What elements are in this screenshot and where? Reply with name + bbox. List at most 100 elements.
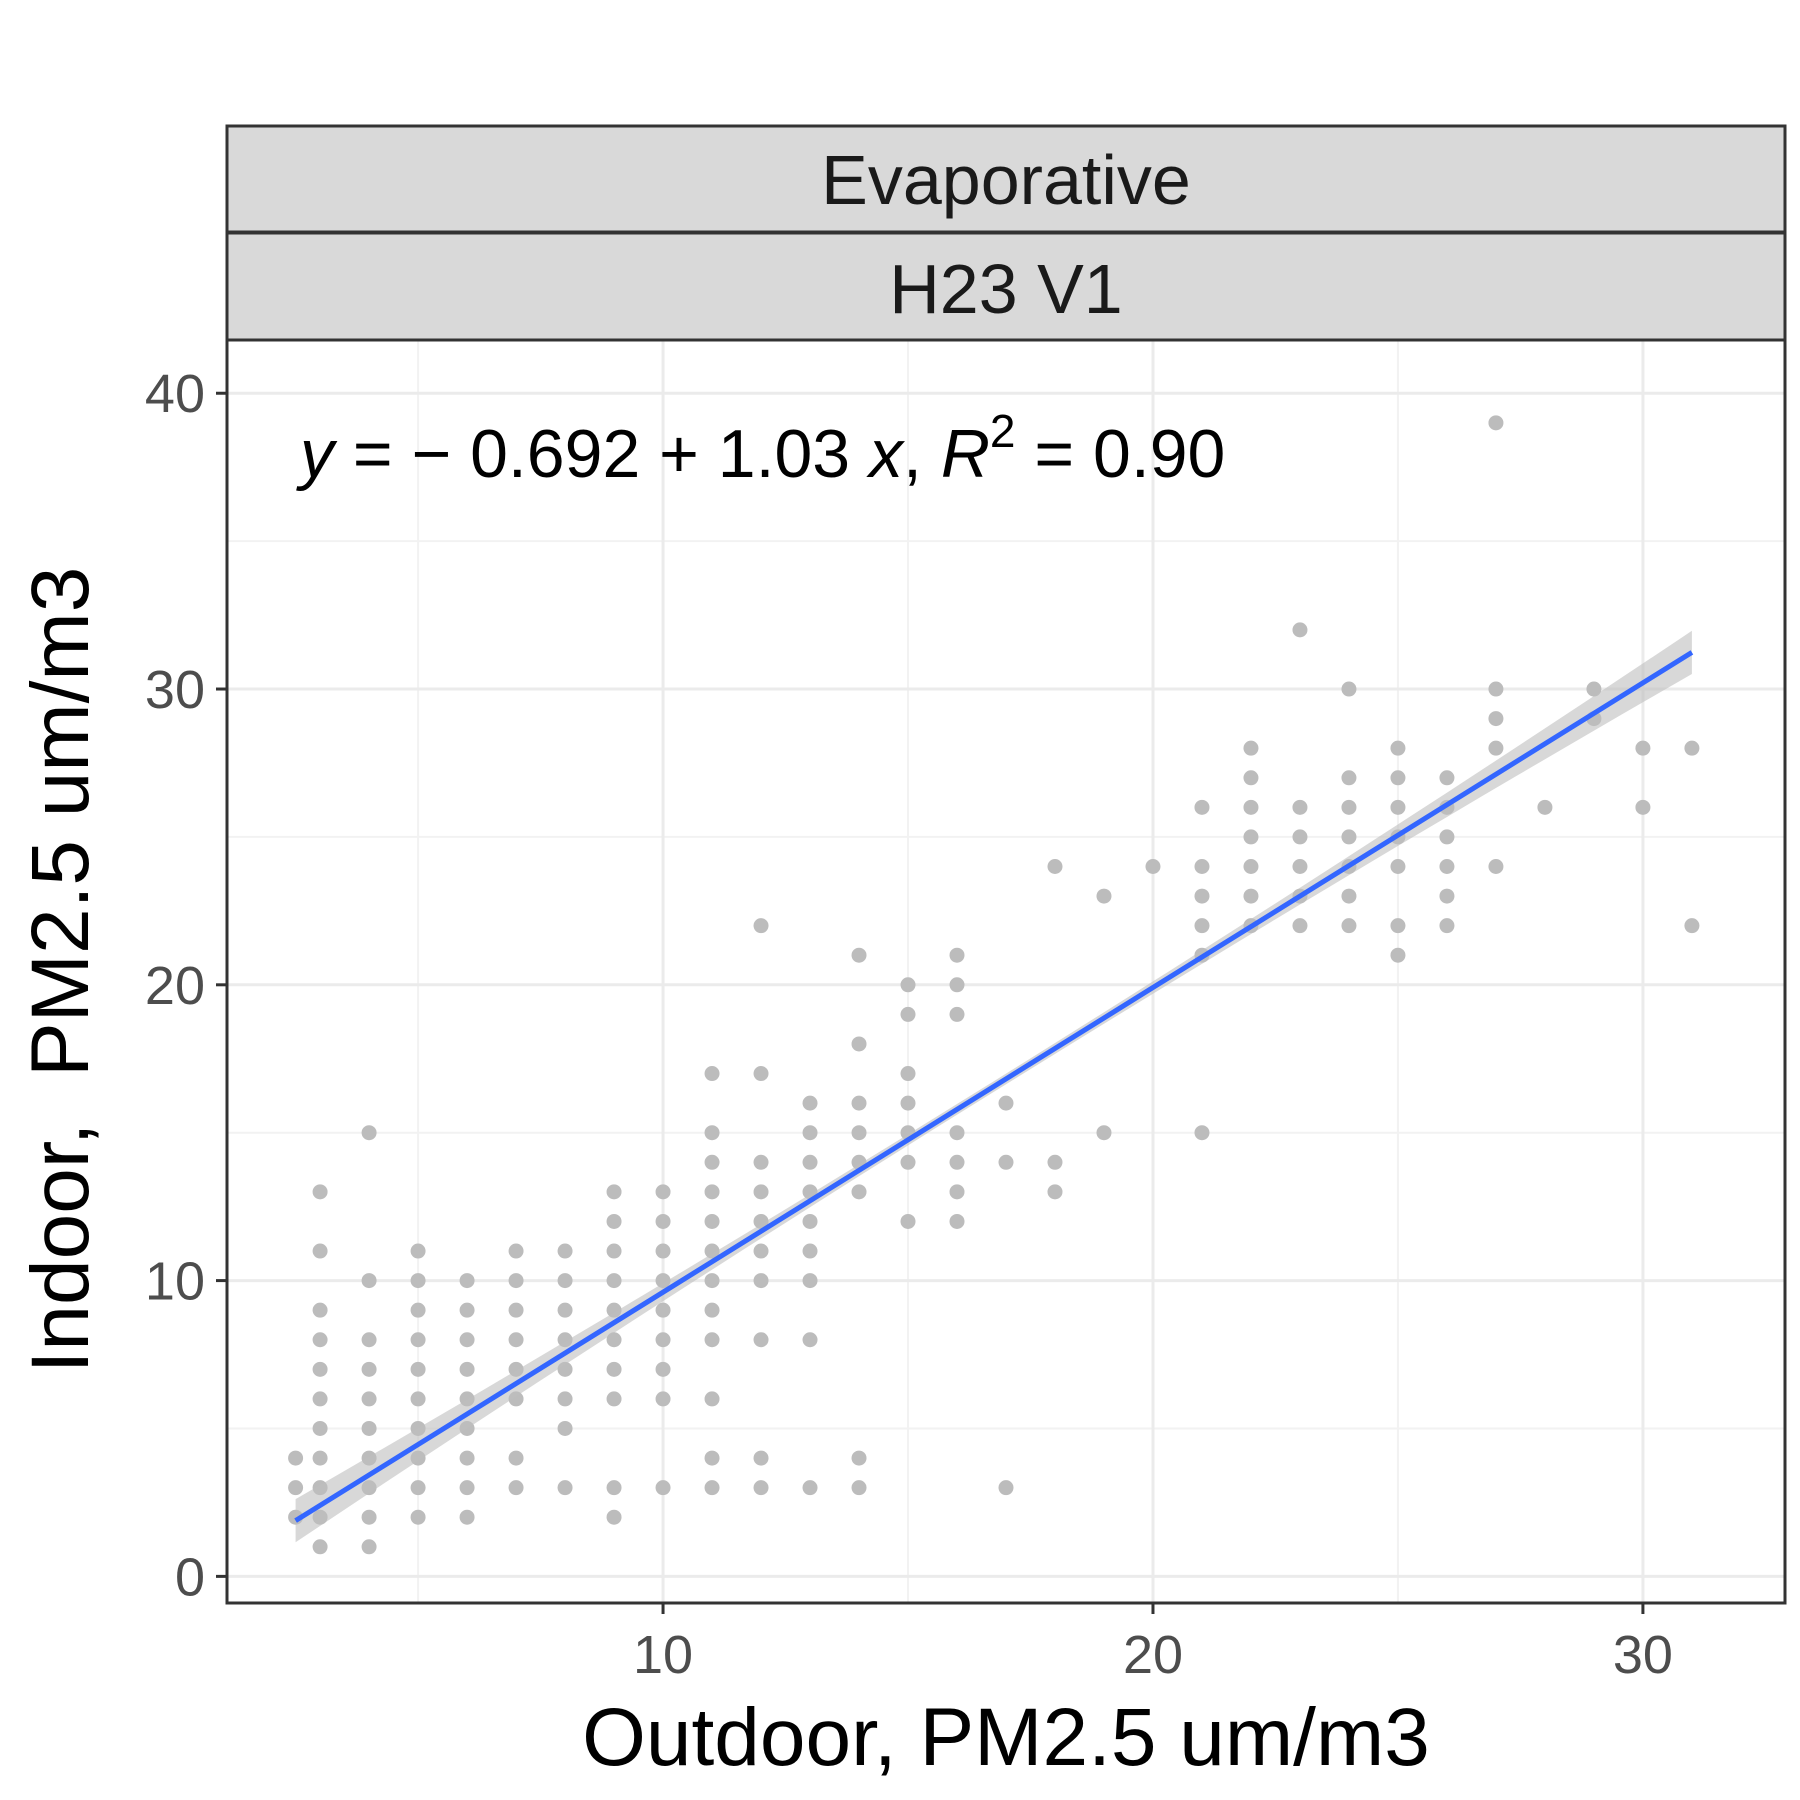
data-point xyxy=(606,1391,622,1407)
y-tick-label: 0 xyxy=(175,1547,205,1607)
data-point xyxy=(1635,740,1651,756)
x-tick-label: 30 xyxy=(1613,1625,1673,1685)
data-point xyxy=(312,1420,328,1436)
data-point xyxy=(704,1450,720,1466)
data-point xyxy=(312,1243,328,1259)
data-point xyxy=(1341,918,1357,934)
data-point xyxy=(606,1273,622,1289)
data-point xyxy=(557,1273,573,1289)
data-point xyxy=(361,1332,377,1348)
data-point xyxy=(1341,799,1357,815)
data-point xyxy=(606,1332,622,1348)
data-point xyxy=(410,1391,426,1407)
data-point xyxy=(1635,799,1651,815)
y-axis: 0 10 20 30 40 xyxy=(145,364,227,1607)
data-point xyxy=(312,1391,328,1407)
data-point xyxy=(655,1184,671,1200)
data-point xyxy=(361,1273,377,1289)
data-point xyxy=(1488,711,1504,727)
data-point xyxy=(508,1273,524,1289)
data-point xyxy=(802,1213,818,1229)
data-point xyxy=(361,1125,377,1141)
data-point xyxy=(459,1273,475,1289)
data-point xyxy=(459,1361,475,1377)
data-point xyxy=(900,1213,916,1229)
data-point xyxy=(1439,858,1455,874)
data-point xyxy=(288,1450,304,1466)
data-point xyxy=(606,1184,622,1200)
data-point xyxy=(949,1213,965,1229)
data-point xyxy=(851,1480,867,1496)
facet-label-top: Evaporative xyxy=(821,141,1191,219)
data-point xyxy=(1488,740,1504,756)
data-point xyxy=(1292,858,1308,874)
data-point xyxy=(1488,681,1504,697)
data-point xyxy=(655,1361,671,1377)
facet-strip-bottom xyxy=(225,231,1787,342)
data-point xyxy=(753,1332,769,1348)
data-point xyxy=(1341,770,1357,786)
data-point xyxy=(557,1302,573,1318)
data-point xyxy=(655,1332,671,1348)
data-point xyxy=(949,1154,965,1170)
data-point xyxy=(459,1302,475,1318)
data-point xyxy=(361,1509,377,1525)
data-point xyxy=(1488,858,1504,874)
data-point xyxy=(410,1361,426,1377)
data-point xyxy=(459,1480,475,1496)
data-point xyxy=(410,1243,426,1259)
data-point xyxy=(1194,1125,1210,1141)
data-point xyxy=(655,1302,671,1318)
data-point xyxy=(1341,888,1357,904)
data-point xyxy=(753,1184,769,1200)
data-point xyxy=(1096,1125,1112,1141)
y-tick-label: 10 xyxy=(145,1252,205,1312)
data-point xyxy=(655,1243,671,1259)
data-point xyxy=(606,1480,622,1496)
equation-r-squared: = 0.90 xyxy=(1016,416,1226,492)
regression-line xyxy=(294,650,1694,1523)
data-point xyxy=(1194,799,1210,815)
data-point xyxy=(753,918,769,934)
data-point xyxy=(1439,888,1455,904)
equation-x-var: x xyxy=(866,416,905,492)
data-point xyxy=(1390,947,1406,963)
data-point xyxy=(1292,829,1308,845)
data-point xyxy=(459,1332,475,1348)
data-point xyxy=(1390,770,1406,786)
data-point xyxy=(557,1480,573,1496)
data-point xyxy=(557,1243,573,1259)
data-point xyxy=(802,1243,818,1259)
data-point xyxy=(361,1361,377,1377)
data-point xyxy=(753,1450,769,1466)
equation-intercept-slope: = − 0.692 + 1.03 xyxy=(334,416,869,492)
data-point xyxy=(900,1006,916,1022)
data-point xyxy=(1243,770,1259,786)
data-point xyxy=(361,1539,377,1555)
data-point xyxy=(900,1066,916,1082)
data-point xyxy=(508,1332,524,1348)
data-point xyxy=(900,1154,916,1170)
data-point xyxy=(410,1273,426,1289)
data-point xyxy=(753,1273,769,1289)
data-point xyxy=(998,1480,1014,1496)
data-point xyxy=(606,1213,622,1229)
data-point xyxy=(361,1420,377,1436)
data-point xyxy=(655,1213,671,1229)
data-point xyxy=(312,1332,328,1348)
data-point xyxy=(606,1361,622,1377)
data-point xyxy=(1194,918,1210,934)
data-point xyxy=(459,1509,475,1525)
data-point xyxy=(1390,740,1406,756)
data-point xyxy=(1390,858,1406,874)
data-point xyxy=(802,1480,818,1496)
data-point xyxy=(606,1509,622,1525)
data-point xyxy=(704,1332,720,1348)
data-point xyxy=(802,1125,818,1141)
data-point xyxy=(802,1332,818,1348)
data-point xyxy=(410,1509,426,1525)
data-point xyxy=(704,1391,720,1407)
data-point xyxy=(410,1480,426,1496)
